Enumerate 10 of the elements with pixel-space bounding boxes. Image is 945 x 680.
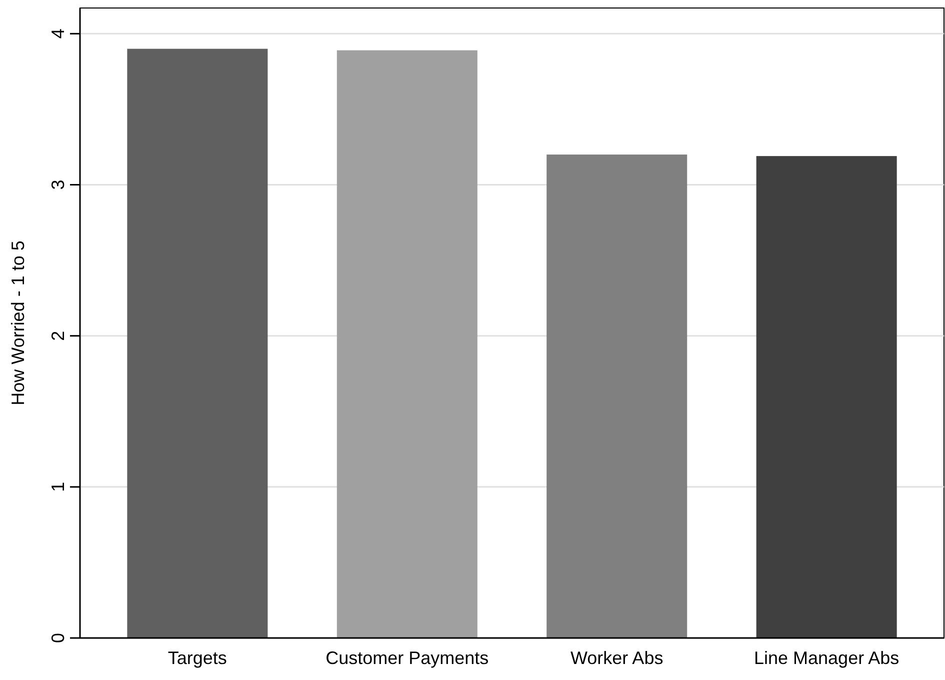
y-tick-label: 1 bbox=[48, 482, 68, 492]
y-tick-label: 4 bbox=[48, 28, 68, 39]
y-tick-label: 0 bbox=[48, 632, 68, 644]
x-tick-label: Worker Abs bbox=[570, 648, 664, 668]
y-tick-label: 3 bbox=[48, 180, 68, 190]
y-tick-label: 2 bbox=[48, 330, 68, 341]
x-tick-label: Line Manager Abs bbox=[754, 648, 900, 668]
x-tick-label: Targets bbox=[168, 648, 227, 668]
y-axis-title: How Worried - 1 to 5 bbox=[8, 240, 28, 406]
x-tick-label: Customer Payments bbox=[326, 648, 489, 668]
